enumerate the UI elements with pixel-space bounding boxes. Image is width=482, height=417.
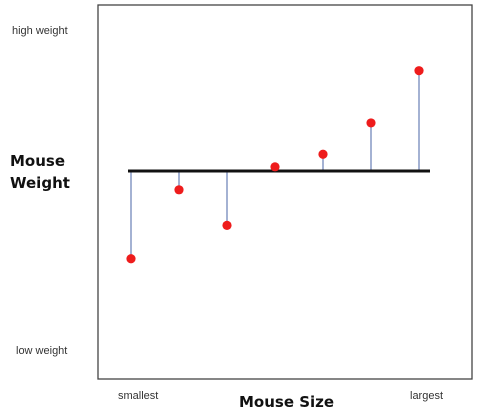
plot-frame xyxy=(97,4,473,380)
data-point xyxy=(270,162,280,172)
data-point xyxy=(414,66,424,76)
data-points xyxy=(126,66,424,264)
y-tick-label-low: low weight xyxy=(16,345,67,357)
y-tick-label-high: high weight xyxy=(12,25,68,37)
x-tick-label-high: largest xyxy=(410,390,443,402)
x-axis-title: Mouse Size xyxy=(239,393,334,411)
data-point xyxy=(126,254,136,264)
data-point xyxy=(366,118,376,128)
x-tick-label-low: smallest xyxy=(118,390,158,402)
data-point xyxy=(174,185,184,195)
residual-lines xyxy=(130,70,420,259)
data-point xyxy=(222,220,232,230)
y-axis-title-line-2: Weight xyxy=(10,174,70,192)
y-axis-title-line-1: Mouse xyxy=(10,152,65,170)
data-point xyxy=(318,149,328,159)
